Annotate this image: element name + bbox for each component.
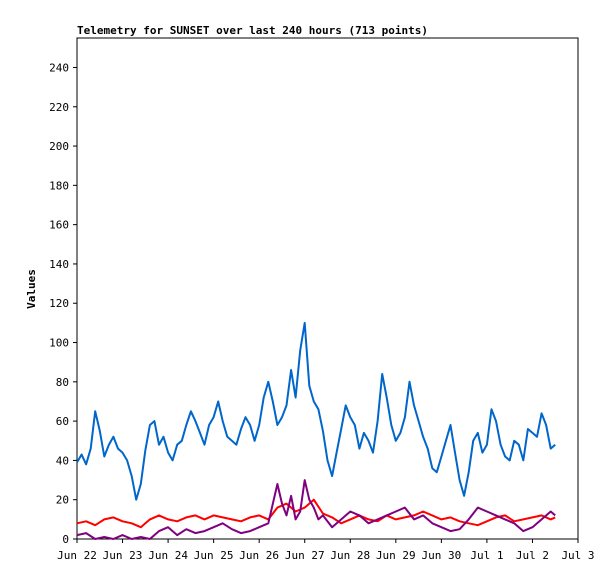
series-blue-line xyxy=(76,321,556,501)
x-tick-label: Jul 3 xyxy=(561,549,594,562)
y-axis: 0 20 40 60 80 100 120 140 160 180 200 220 240 xyxy=(49,61,77,546)
x-tick-label: Jun 29 xyxy=(376,549,416,562)
series-red-line xyxy=(76,498,556,529)
y-tick-label: 220 xyxy=(49,101,69,114)
y-tick-label: 160 xyxy=(49,219,69,232)
x-tick-label: Jun 23 xyxy=(103,549,143,562)
x-tick-label: Jun 24 xyxy=(148,549,188,562)
y-tick-label: 120 xyxy=(49,297,69,310)
x-tick-label: Jun 22 xyxy=(57,549,97,562)
chart-title: Telemetry for SUNSET over last 240 hours… xyxy=(77,24,428,37)
series-purple-line xyxy=(76,479,556,540)
x-tick-label: Jun 30 xyxy=(421,549,461,562)
y-tick-label: 0 xyxy=(62,533,69,546)
y-tick-label: 180 xyxy=(49,179,69,192)
y-tick-label: 240 xyxy=(49,61,69,74)
series-group xyxy=(76,321,556,540)
y-tick-label: 40 xyxy=(56,454,69,467)
y-tick-label: 20 xyxy=(56,494,69,507)
y-tick-label: 60 xyxy=(56,415,69,428)
x-tick-label: Jul 2 xyxy=(516,549,549,562)
plot-frame xyxy=(76,37,579,540)
y-axis-label: Values xyxy=(25,269,38,309)
x-tick-label: Jun 26 xyxy=(239,549,279,562)
y-tick-label: 200 xyxy=(49,140,69,153)
y-tick-label: 80 xyxy=(56,376,69,389)
x-axis: Jun 22 Jun 23 Jun 24 Jun 25 Jun 26 Jun 27 Jun … xyxy=(57,539,595,562)
x-tick-label: Jun 28 xyxy=(330,549,370,562)
y-tick-label: 100 xyxy=(49,337,69,350)
x-tick-label: Jun 25 xyxy=(194,549,234,562)
x-tick-label: Jul 1 xyxy=(470,549,503,562)
y-tick-label: 140 xyxy=(49,258,69,271)
x-tick-label: Jun 27 xyxy=(285,549,325,562)
